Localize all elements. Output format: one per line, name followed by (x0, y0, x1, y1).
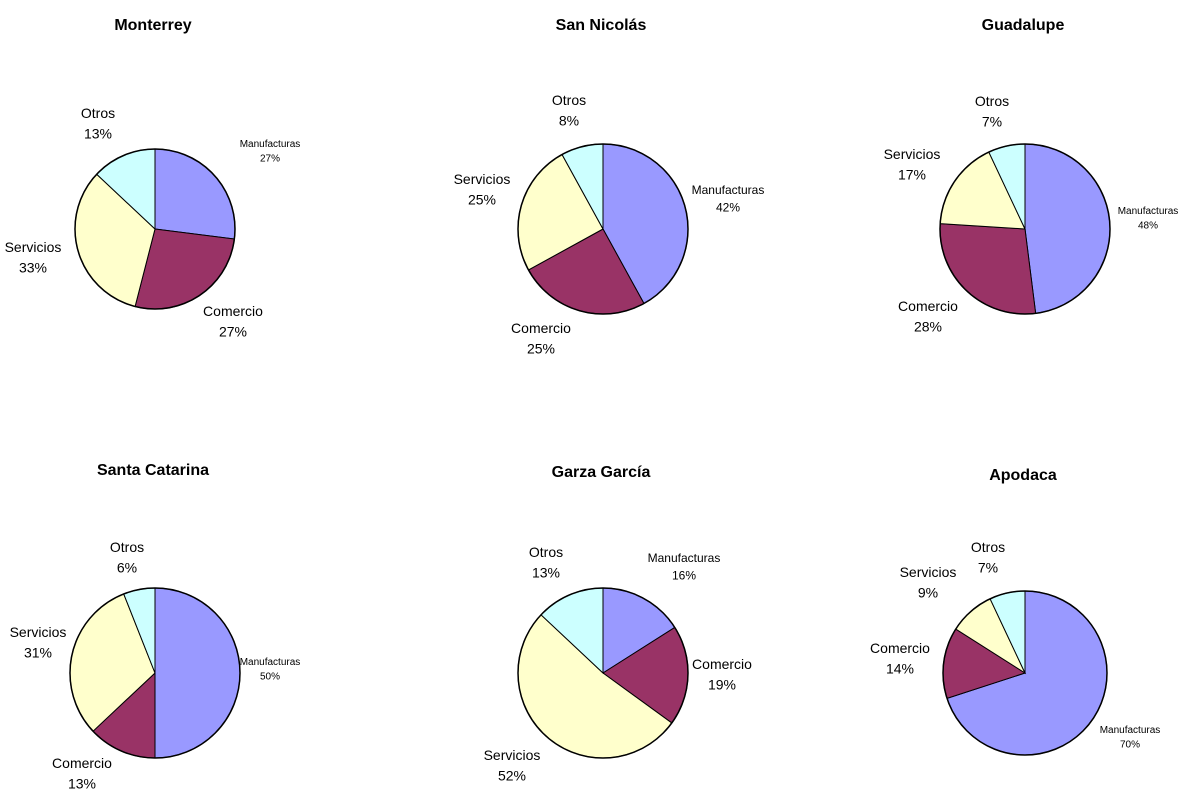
slice-percent-text: 8% (559, 112, 579, 128)
slice-percent-text: 13% (84, 125, 112, 141)
pie-outline (69, 587, 241, 759)
slice-category-text: Otros (81, 105, 115, 121)
chart-title: Santa Catarina (97, 462, 209, 479)
slice-label-manufacturas: Manufacturas 16% (648, 551, 721, 582)
pie-chart-santa-catarina: Santa Catarina Manufacturas 50% Comercio 13%… (10, 462, 301, 791)
slice-label-otros: Otros 13% (529, 544, 563, 580)
slice-percent-text: 48% (1138, 221, 1158, 232)
slice-percent-text: 31% (24, 644, 52, 660)
slice-percent-text: 13% (68, 775, 96, 791)
slice-category-text: Otros (975, 93, 1009, 109)
slice-label-manufacturas: Manufacturas 50% (240, 657, 301, 683)
pie-slice-manufacturas (154, 148, 236, 240)
slice-category-text: Servicios (484, 747, 541, 763)
slice-category-text: Manufacturas (1100, 725, 1161, 736)
slice-percent-text: 70% (1120, 740, 1140, 751)
slice-label-servicios: Servicios 31% (10, 624, 67, 660)
slice-category-text: Comercio (870, 640, 930, 656)
chart-title: Garza García (552, 464, 651, 481)
slice-category-text: Manufacturas (648, 551, 721, 565)
slice-percent-text: 28% (914, 318, 942, 334)
slice-category-text: Comercio (692, 656, 752, 672)
slice-label-otros: Otros 7% (971, 539, 1005, 575)
slice-label-otros: Otros 6% (110, 539, 144, 575)
pie-outline (74, 148, 236, 310)
slice-label-servicios: Servicios 25% (454, 171, 511, 207)
slice-percent-text: 27% (219, 323, 247, 339)
pie-outline (517, 143, 689, 315)
slice-category-text: Manufacturas (1118, 206, 1179, 217)
slice-label-servicios: Servicios 52% (484, 747, 541, 783)
slice-category-text: Manufacturas (240, 139, 301, 150)
slice-percent-text: 19% (708, 676, 736, 692)
slice-label-manufacturas: Manufacturas 70% (1100, 725, 1161, 751)
slice-label-comercio: Comercio 13% (52, 755, 112, 791)
pie-outline (517, 587, 689, 759)
slice-percent-text: 33% (19, 259, 47, 275)
slice-label-manufacturas: Manufacturas 27% (240, 139, 301, 165)
slice-category-text: Comercio (203, 303, 263, 319)
pie-chart-apodaca: Apodaca Manufacturas 70% Comercio 14% Servici… (870, 467, 1161, 756)
slice-category-text: Servicios (900, 564, 957, 580)
slice-percent-text: 7% (982, 113, 1002, 129)
pie-chart-monterrey: Monterrey Manufacturas 27% Comercio 27% Servi… (5, 17, 301, 339)
slice-percent-text: 9% (918, 584, 938, 600)
chart-title: Apodaca (989, 467, 1057, 484)
pie-chart-guadalupe: Guadalupe Manufacturas 48% Comercio 28% Servi… (884, 17, 1179, 334)
slice-category-text: Comercio (52, 755, 112, 771)
slice-category-text: Otros (110, 539, 144, 555)
slice-percent-text: 50% (260, 672, 280, 683)
slice-label-manufacturas: Manufacturas 48% (1118, 206, 1179, 232)
slice-label-comercio: Comercio 28% (898, 298, 958, 334)
chart-title: Guadalupe (982, 17, 1065, 34)
slice-category-text: Servicios (454, 171, 511, 187)
slice-percent-text: 42% (716, 200, 740, 214)
slice-percent-text: 7% (978, 559, 998, 575)
slice-category-text: Manufacturas (692, 183, 765, 197)
slice-percent-text: 25% (527, 340, 555, 356)
slice-category-text: Servicios (10, 624, 67, 640)
slice-category-text: Comercio (898, 298, 958, 314)
pie-slice-manufacturas (154, 587, 241, 759)
slice-label-otros: Otros 13% (81, 105, 115, 141)
slice-category-text: Servicios (5, 239, 62, 255)
slice-label-comercio: Comercio 19% (692, 656, 752, 692)
slice-category-text: Comercio (511, 320, 571, 336)
slice-percent-text: 13% (532, 564, 560, 580)
slice-label-manufacturas: Manufacturas 42% (692, 183, 765, 214)
slice-category-text: Otros (552, 92, 586, 108)
slice-label-comercio: Comercio 27% (203, 303, 263, 339)
slice-category-text: Servicios (884, 146, 941, 162)
chart-title: Monterrey (114, 17, 191, 34)
chart-title: San Nicolás (556, 17, 647, 34)
slice-label-comercio: Comercio 14% (870, 640, 930, 676)
slice-label-otros: Otros 8% (552, 92, 586, 128)
slice-percent-text: 27% (260, 154, 280, 165)
slice-category-text: Manufacturas (240, 657, 301, 668)
slice-label-servicios: Servicios 17% (884, 146, 941, 182)
pie-outline (942, 590, 1108, 756)
pie-slice-manufacturas (1024, 143, 1111, 314)
slice-category-text: Otros (971, 539, 1005, 555)
slice-label-comercio: Comercio 25% (511, 320, 571, 356)
pie-chart-garza-garcia: Garza García Manufacturas 16% Comercio 19% Se… (484, 464, 753, 783)
slice-category-text: Otros (529, 544, 563, 560)
slice-label-otros: Otros 7% (975, 93, 1009, 129)
pie-outline (939, 143, 1111, 315)
slice-percent-text: 14% (886, 660, 914, 676)
slice-percent-text: 25% (468, 191, 496, 207)
slice-label-servicios: Servicios 33% (5, 239, 62, 275)
slice-percent-text: 52% (498, 767, 526, 783)
slice-percent-text: 6% (117, 559, 137, 575)
slice-percent-text: 17% (898, 166, 926, 182)
slice-percent-text: 16% (672, 568, 696, 582)
slice-label-servicios: Servicios 9% (900, 564, 957, 600)
